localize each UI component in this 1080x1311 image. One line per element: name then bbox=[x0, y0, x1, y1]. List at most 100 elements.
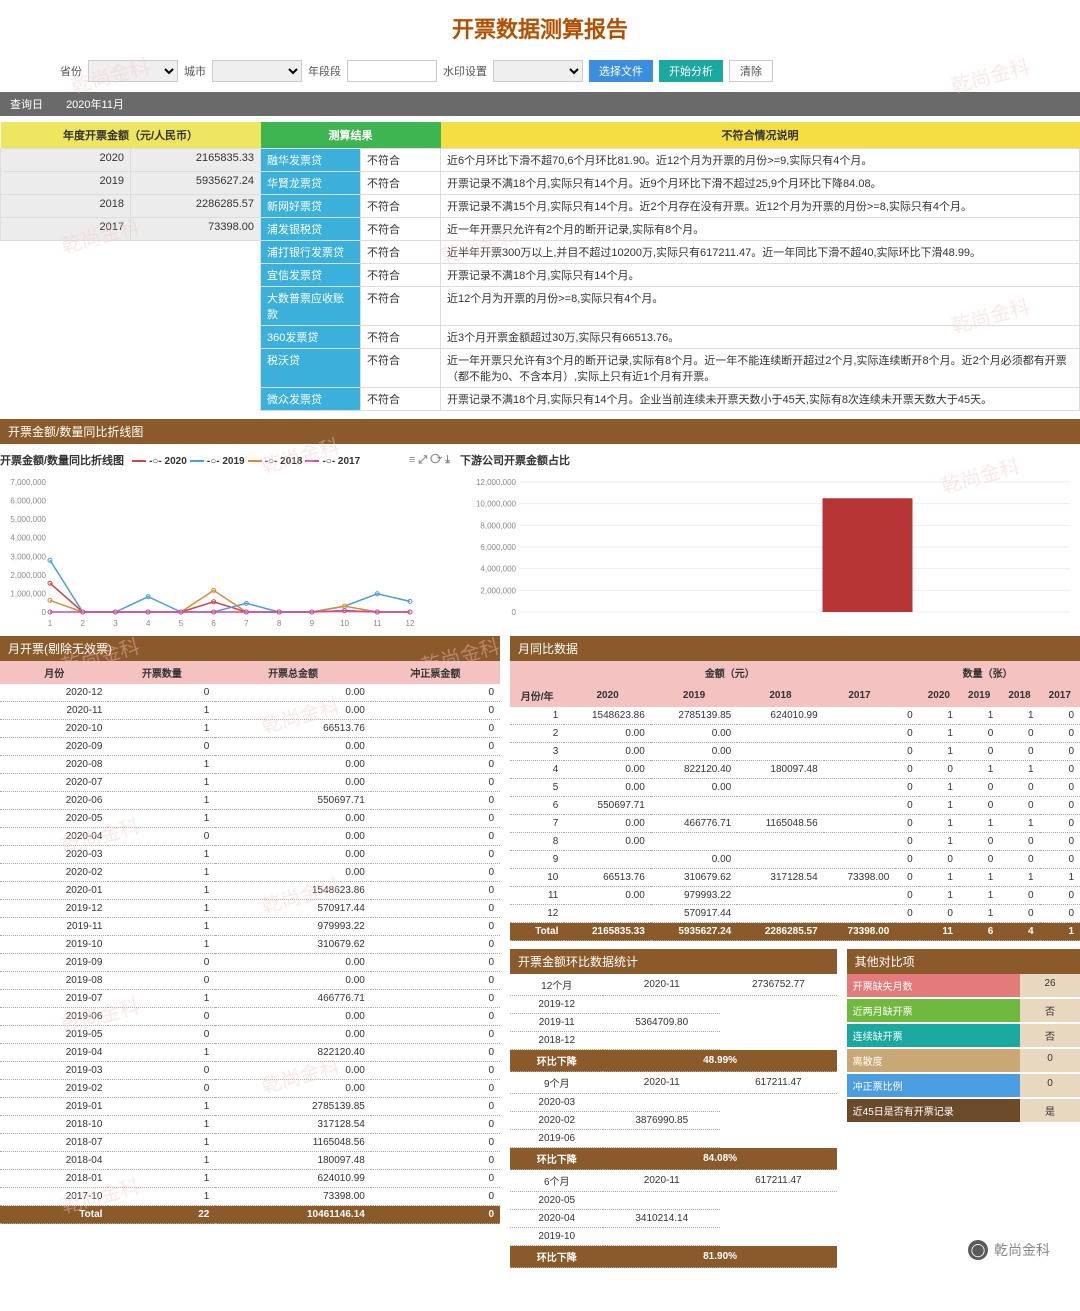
product-name: 大数普票应收账款 bbox=[261, 287, 361, 326]
table-row: 2020-1110.000 bbox=[0, 702, 500, 720]
ratio-row: 2019-10 bbox=[510, 1228, 837, 1246]
other-item: 连续缺开票否 bbox=[847, 1024, 1080, 1047]
result-note: 近一年开票只允许有2个月的断开记录,实际有8个月。 bbox=[441, 218, 1080, 241]
table-row: 2019-101310679.620 bbox=[0, 936, 500, 954]
annual-year: 2018 bbox=[1, 195, 131, 218]
ratio-row: 12个月2020-112736752.77 bbox=[510, 974, 837, 996]
select-file-button[interactable]: 选择文件 bbox=[589, 60, 653, 82]
signature: ◯ 乾尚金科 bbox=[968, 1240, 1050, 1260]
ratio-row: 2020-03 bbox=[510, 1094, 837, 1112]
clear-button[interactable]: 清除 bbox=[729, 60, 773, 82]
svg-text:3,000,000: 3,000,000 bbox=[10, 552, 46, 561]
table-row: 2019-0600.000 bbox=[0, 1008, 500, 1026]
line-chart: 01,000,0002,000,0003,000,0004,000,0005,0… bbox=[0, 472, 420, 632]
ratio-row: 6个月2020-11617211.47 bbox=[510, 1170, 837, 1192]
svg-text:2,000,000: 2,000,000 bbox=[480, 586, 516, 595]
province-select[interactable] bbox=[88, 60, 178, 82]
svg-text:6,000,000: 6,000,000 bbox=[10, 497, 46, 506]
city-label: 城市 bbox=[184, 63, 206, 79]
product-name: 浦发银税贷 bbox=[261, 218, 361, 241]
table-row: 2020-0710.000 bbox=[0, 774, 500, 792]
table-row: 2019-0300.000 bbox=[0, 1062, 500, 1080]
query-bar: 查询日 2020年11月 bbox=[0, 92, 1080, 116]
ratio-row: 2019-12 bbox=[510, 996, 837, 1014]
table-row: 2020-0310.000 bbox=[0, 846, 500, 864]
yoy-col: 2019 bbox=[651, 684, 737, 707]
other-item: 开票缺失月数26 bbox=[847, 974, 1080, 997]
legend-item[interactable]: -○- 2020 bbox=[132, 456, 187, 467]
result-note: 开票记录不满18个月,实际只有14个月。 bbox=[441, 264, 1080, 287]
table-row: 2017-10173398.000 bbox=[0, 1188, 500, 1206]
ratio-row: 9个月2020-11617211.47 bbox=[510, 1072, 837, 1094]
annual-year: 2017 bbox=[1, 218, 131, 241]
table-row: 2018-101317128.540 bbox=[0, 1116, 500, 1134]
yoy-header: 月同比数据 bbox=[510, 636, 1080, 661]
table-row: 2020-0810.000 bbox=[0, 756, 500, 774]
ratio-drop-row: 环比下降84.08% bbox=[510, 1148, 837, 1170]
yoy-col: 2020 bbox=[919, 684, 959, 707]
table-row: 2018-041180097.480 bbox=[0, 1152, 500, 1170]
monthly-header: 月开票(剔除无效票) bbox=[0, 636, 500, 661]
table-row: 40.00822120.40180097.4800110 bbox=[510, 761, 1080, 779]
table-row: 90.0000000 bbox=[510, 851, 1080, 869]
product-name: 微众发票贷 bbox=[261, 388, 361, 411]
monthly-col: 冲正票金额 bbox=[371, 661, 500, 684]
table-row: 2020-0210.000 bbox=[0, 864, 500, 882]
watermark-select[interactable] bbox=[493, 60, 583, 82]
query-label: 查询日 bbox=[10, 99, 43, 111]
yoy-group-amount: 金额（元） bbox=[564, 661, 895, 684]
table-row: 2019-0500.000 bbox=[0, 1026, 500, 1044]
other-header: 其他对比项 bbox=[847, 949, 1080, 974]
legend-item[interactable]: -○- 2019 bbox=[190, 456, 245, 467]
yearseg-input[interactable] bbox=[347, 60, 437, 82]
result-note: 近12个月为开票的月份>=8,实际只有4个月。 bbox=[441, 287, 1080, 326]
ratio-table: 12个月2020-112736752.772019-122019-1153647… bbox=[510, 974, 837, 1268]
annual-amount: 2286285.57 bbox=[131, 195, 261, 218]
ratio-drop-row: 环比下降81.90% bbox=[510, 1246, 837, 1268]
svg-text:12,000,000: 12,000,000 bbox=[476, 478, 517, 487]
table-row: 2019-071466776.710 bbox=[0, 990, 500, 1008]
legend-item[interactable]: -○- 2017 bbox=[305, 456, 360, 467]
table-row: 2018-0711165048.560 bbox=[0, 1134, 500, 1152]
svg-text:10,000,000: 10,000,000 bbox=[476, 500, 517, 509]
table-row: 2020-0111548623.860 bbox=[0, 882, 500, 900]
bar-chart-box: 下游公司开票金额占比 02,000,0004,000,0006,000,0008… bbox=[460, 448, 1080, 632]
yoy-table: 金额（元）数量（张） 月份/年2020201920182017202020192… bbox=[510, 661, 1080, 941]
table-row: 50.000.0001000 bbox=[510, 779, 1080, 797]
product-name: 新网好票贷 bbox=[261, 195, 361, 218]
table-row: 12570917.4400100 bbox=[510, 905, 1080, 923]
chart-tools-icon[interactable]: ≡ ⤢ ⟳ ⤓ bbox=[409, 454, 450, 467]
svg-text:9: 9 bbox=[310, 619, 315, 628]
ratio-row: 2020-023876990.85 bbox=[510, 1112, 837, 1130]
legend-item[interactable]: -○- 2018 bbox=[248, 456, 303, 467]
svg-text:12: 12 bbox=[406, 619, 415, 628]
city-select[interactable] bbox=[212, 60, 302, 82]
filter-bar: 省份 城市 年段段 水印设置 选择文件 开始分析 清除 bbox=[0, 56, 1080, 92]
total-row: Total2165835.335935627.242286285.5773398… bbox=[510, 923, 1080, 941]
result-status: 不符合 bbox=[361, 287, 441, 326]
table-row: 6550697.7101000 bbox=[510, 797, 1080, 815]
query-date: 2020年11月 bbox=[66, 99, 124, 111]
table-row: 2019-041822120.400 bbox=[0, 1044, 500, 1062]
total-row: Total2210461146.140 bbox=[0, 1206, 500, 1224]
svg-text:7,000,000: 7,000,000 bbox=[10, 478, 46, 487]
result-status: 不符合 bbox=[361, 218, 441, 241]
other-item: 近两月缺开票否 bbox=[847, 999, 1080, 1022]
result-note: 近一年开票只允许有3个月的断开记录,实际有8个月。近一年不能连续断开超过2个月,… bbox=[441, 349, 1080, 388]
yoy-group-qty: 数量（张） bbox=[895, 661, 1080, 684]
th-amount: 年度开票金额（元/人民币） bbox=[1, 122, 261, 149]
result-note: 近6个月环比下滑不超70,6个月环比81.90。近12个月为开票的月份>=9,实… bbox=[441, 149, 1080, 172]
ratio-row: 2020-043410214.14 bbox=[510, 1210, 837, 1228]
table-row: 2020-061550697.710 bbox=[0, 792, 500, 810]
svg-text:7: 7 bbox=[244, 619, 249, 628]
table-row: 2020-0900.000 bbox=[0, 738, 500, 756]
line-chart-box: 开票金额/数量同比折线图 -○- 2020 -○- 2019 -○- 2018 … bbox=[0, 448, 450, 632]
svg-text:0: 0 bbox=[42, 608, 47, 617]
table-row: 2019-111979993.220 bbox=[0, 918, 500, 936]
page-title: 开票数据测算报告 bbox=[0, 0, 1080, 56]
analyze-button[interactable]: 开始分析 bbox=[659, 60, 723, 82]
other-item: 冲正票比例0 bbox=[847, 1074, 1080, 1097]
table-row: 2020-0400.000 bbox=[0, 828, 500, 846]
table-row: 70.00466776.711165048.5601110 bbox=[510, 815, 1080, 833]
table-row: 2018-011624010.990 bbox=[0, 1170, 500, 1188]
